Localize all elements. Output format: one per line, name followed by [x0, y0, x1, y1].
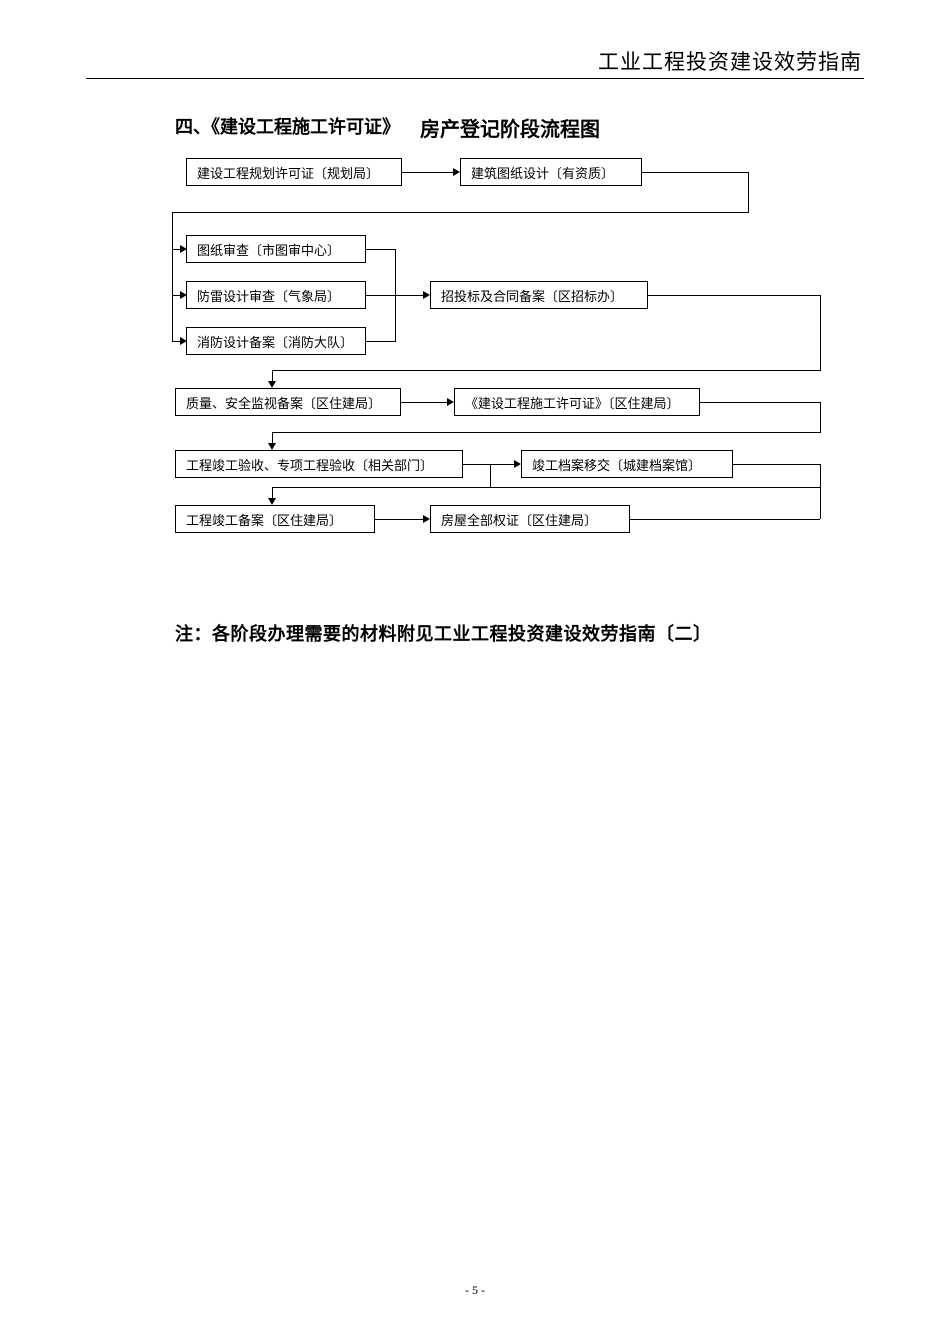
box-fire-filing: 消防设计备案〔消防大队〕 — [186, 327, 366, 355]
footnote: 注：各阶段办理需要的材料附见工业工程投资建设效劳指南〔二〕 — [175, 620, 712, 646]
arrow-b7 — [268, 381, 276, 388]
conn-b6-back — [272, 370, 821, 371]
bracket-b4h — [366, 295, 395, 296]
conn-b12-up — [820, 487, 821, 519]
arrow-b9 — [268, 443, 276, 450]
box-completion-filing: 工程竣工备案〔区住建局〕 — [175, 505, 375, 533]
box-construction-permit: 《建设工程施工许可证》〔区住建局〕 — [454, 388, 700, 416]
section-title-right: 房产登记阶段流程图 — [420, 113, 600, 142]
box-completion-acceptance: 工程竣工验收、专项工程验收〔相关部门〕 — [175, 450, 463, 478]
conn-b8-r — [700, 402, 820, 403]
box-drawing-review: 图纸审查〔市图审中心〕 — [186, 235, 366, 263]
box-bidding-filing: 招投标及合同备案〔区招标办〕 — [430, 281, 648, 309]
arrow-b11-b12 — [423, 515, 430, 523]
bracket-b5h — [366, 341, 395, 342]
conn-b10-down — [820, 464, 821, 487]
header-rule — [86, 78, 864, 79]
conn-b8-down — [820, 402, 821, 432]
page-header: 工业工程投资建设效劳指南 — [598, 46, 862, 76]
conn-b7-b8 — [401, 402, 450, 403]
conn-b12-r — [630, 519, 820, 520]
section-title-left: 四、《建设工程施工许可证》 — [175, 113, 400, 139]
conn-mid-down — [490, 464, 491, 487]
arrow-b1-b2 — [453, 168, 460, 176]
page-number: - 5 - — [0, 1283, 950, 1298]
arrow-b9-b10 — [514, 460, 521, 468]
conn-b2-r — [642, 172, 748, 173]
bracket-b3h — [366, 249, 395, 250]
conn-b6-down — [820, 295, 821, 370]
box-archive-transfer: 竣工档案移交〔城建档案馆〕 — [521, 450, 733, 478]
conn-b2-back — [172, 212, 749, 213]
conn-bracket-b6 — [395, 295, 425, 296]
box-drawing-design: 建筑图纸设计〔有资质〕 — [460, 158, 642, 186]
conn-b1-b2 — [402, 172, 456, 173]
conn-b8-back — [272, 432, 821, 433]
conn-b11-b12 — [375, 519, 426, 520]
box-property-cert: 房屋全部权证〔区住建局〕 — [430, 505, 630, 533]
arrow-b7-b8 — [447, 398, 454, 406]
arrow-b6 — [423, 291, 430, 299]
conn-to-group — [172, 212, 173, 342]
box-planning-permit: 建设工程规划许可证〔规划局〕 — [186, 158, 402, 186]
conn-b10-back — [272, 487, 821, 488]
conn-b2-down — [748, 172, 749, 212]
box-quality-safety: 质量、安全监视备案〔区住建局〕 — [175, 388, 401, 416]
arrow-b11 — [268, 498, 276, 505]
conn-b6-r — [648, 295, 820, 296]
box-lightning-review: 防雷设计审查〔气象局〕 — [186, 281, 366, 309]
conn-b10-r — [733, 464, 820, 465]
